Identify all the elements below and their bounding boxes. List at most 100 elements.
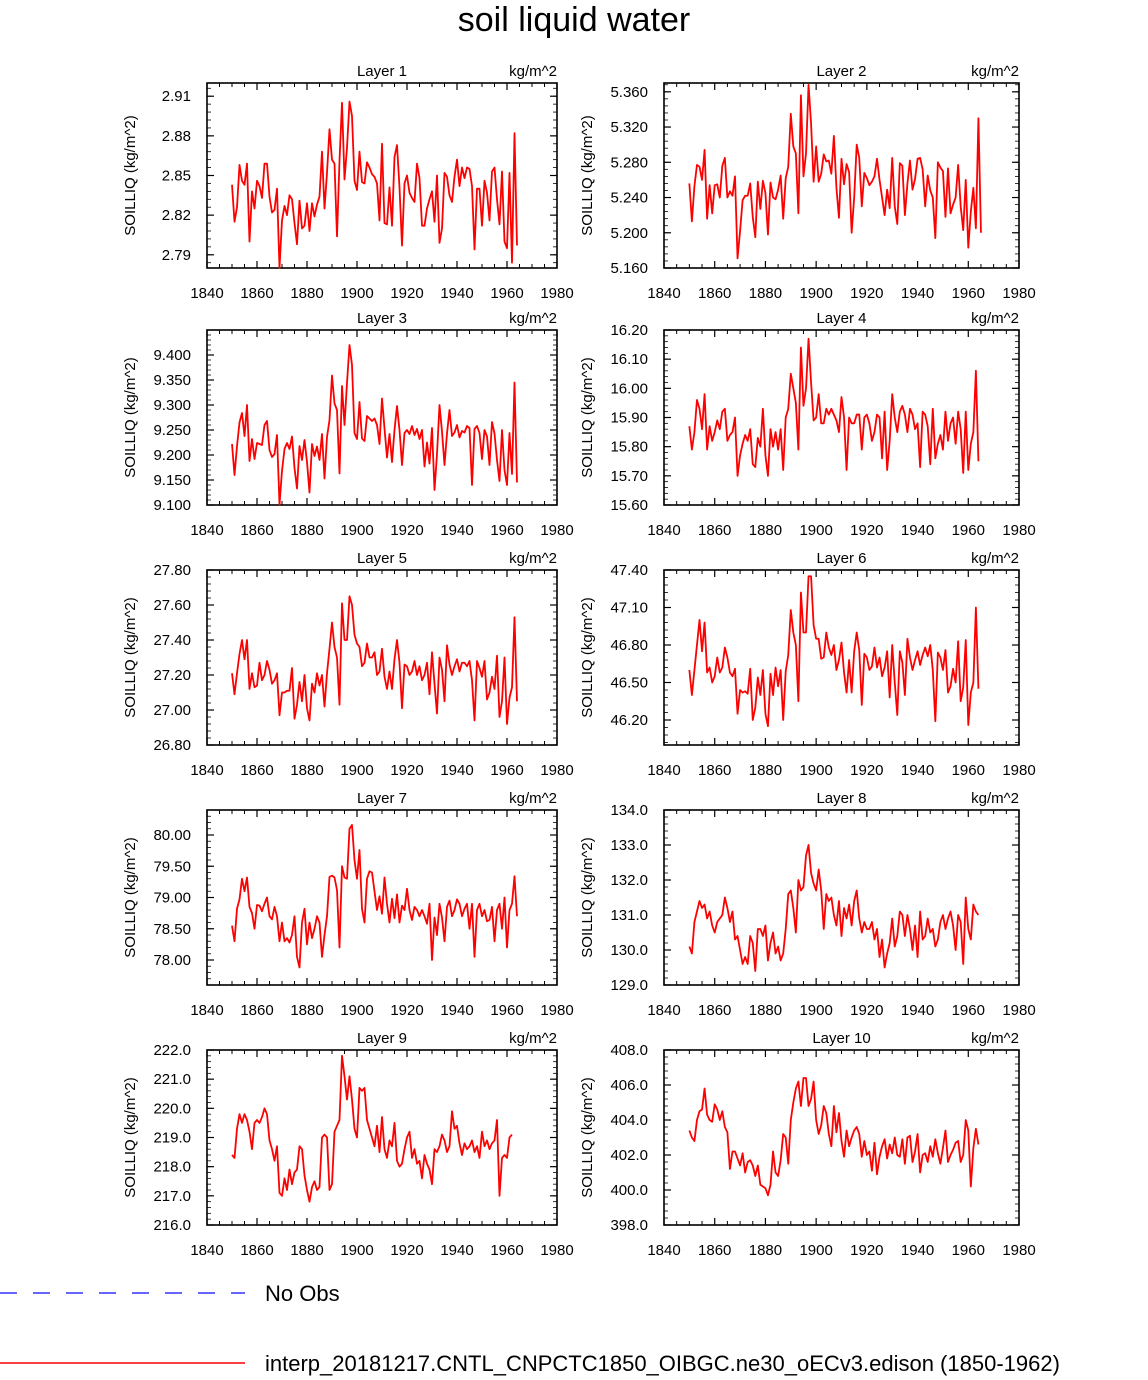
- legend-line-obs: [0, 1292, 245, 1294]
- panel-1-series-line: [231, 100, 518, 269]
- panel-8-xtick-label: 1880: [749, 1002, 782, 1019]
- panel-3-ytick-label: 9.200: [153, 447, 191, 464]
- panel-10-units: kg/m^2: [971, 1030, 1019, 1047]
- panel-4-xtick-label: 1940: [901, 522, 934, 539]
- panel-10-ytick-label: 398.0: [610, 1217, 648, 1234]
- panel-4-ytick-label: 16.00: [610, 380, 648, 397]
- panel-9-xtick-label: 1920: [390, 1242, 423, 1259]
- panel-2-ytick-label: 5.280: [610, 154, 648, 171]
- panel-8-ytick-label: 134.0: [610, 802, 648, 819]
- panel-8-xtick-label: 1980: [1002, 1002, 1035, 1019]
- panel-9-xtick-label: 1940: [440, 1242, 473, 1259]
- panel-5-xtick-label: 1920: [390, 762, 423, 779]
- panel-4-xtick-label: 1900: [799, 522, 832, 539]
- panel-9-xtick-label: 1980: [540, 1242, 573, 1259]
- panel-5-xtick-label: 1980: [540, 762, 573, 779]
- panel-7-xtick-label: 1900: [340, 1002, 373, 1019]
- panel-9-xtick-label: 1900: [340, 1242, 373, 1259]
- panel-7-xtick-label: 1860: [240, 1002, 273, 1019]
- panel-3-ytick-label: 9.400: [153, 347, 191, 364]
- panel-2-xtick-label: 1980: [1002, 285, 1035, 302]
- panel-10-ytick-label: 402.0: [610, 1147, 648, 1164]
- legend-item-obs: No Obs: [0, 1280, 400, 1310]
- panel-7-ytick-label: 79.00: [153, 890, 191, 907]
- panel-4-ytick-label: 15.90: [610, 410, 648, 427]
- panel-1-xtick-label: 1900: [340, 285, 373, 302]
- panel-8-xtick-label: 1840: [647, 1002, 680, 1019]
- panel-2-ytick-label: 5.240: [610, 190, 648, 207]
- panel-3-xtick-label: 1840: [190, 522, 223, 539]
- panel-8-ytick-label: 131.0: [610, 907, 648, 924]
- panel-10-ylabel: SOILLIQ (kg/m^2): [579, 1077, 596, 1197]
- panel-3-units: kg/m^2: [509, 310, 557, 327]
- panel-3-frame: [206, 329, 558, 506]
- panel-3-xtick-label: 1880: [290, 522, 323, 539]
- panel-9-series-line: [231, 1054, 513, 1203]
- panel-7-ytick-label: 78.00: [153, 952, 191, 969]
- panel-4-series-line: [688, 337, 980, 477]
- panel-6-xtick-label: 1900: [799, 762, 832, 779]
- panel-3-ylabel: SOILLIQ (kg/m^2): [122, 357, 139, 477]
- panel-8-ylabel: SOILLIQ (kg/m^2): [579, 837, 596, 957]
- panel-2-xtick-label: 1840: [647, 285, 680, 302]
- panel-6-ylabel: SOILLIQ (kg/m^2): [579, 597, 596, 717]
- panel-8-xtick-label: 1920: [850, 1002, 883, 1019]
- panel-4-title: Layer 4: [816, 310, 866, 327]
- panel-10-title: Layer 10: [812, 1030, 870, 1047]
- panel-9-ytick-label: 218.0: [153, 1159, 191, 1176]
- panel-3-ytick-label: 9.150: [153, 472, 191, 489]
- panel-2-xtick-label: 1920: [850, 285, 883, 302]
- panel-10-xtick-label: 1900: [799, 1242, 832, 1259]
- panel-9-ytick-label: 217.0: [153, 1188, 191, 1205]
- panel-5-units: kg/m^2: [509, 550, 557, 567]
- panel-9-xtick-label: 1860: [240, 1242, 273, 1259]
- panel-4-xtick-label: 1920: [850, 522, 883, 539]
- panel-7-ytick-label: 80.00: [153, 827, 191, 844]
- panel-1-xtick-label: 1960: [490, 285, 523, 302]
- panel-3-xtick-label: 1940: [440, 522, 473, 539]
- panel-8-xtick-label: 1940: [901, 1002, 934, 1019]
- panel-7-xtick-label: 1940: [440, 1002, 473, 1019]
- panel-3-ytick-label: 9.250: [153, 422, 191, 439]
- panel-3-xtick-label: 1980: [540, 522, 573, 539]
- panel-4-xtick-label: 1880: [749, 522, 782, 539]
- panel-4-ytick-label: 16.10: [610, 351, 648, 368]
- panel-6-xtick-label: 1860: [698, 762, 731, 779]
- panel-5-ytick-label: 27.60: [153, 597, 191, 614]
- panel-3-xtick-label: 1900: [340, 522, 373, 539]
- legend-line-model: [0, 1362, 245, 1364]
- panel-7-ytick-label: 78.50: [153, 921, 191, 938]
- panel-7-xtick-label: 1960: [490, 1002, 523, 1019]
- panel-3-xtick-label: 1960: [490, 522, 523, 539]
- panel-6-ytick-label: 46.20: [610, 712, 648, 729]
- panel-7-xtick-label: 1920: [390, 1002, 423, 1019]
- panel-9-frame: [206, 1049, 558, 1226]
- panel-6-xtick-label: 1880: [749, 762, 782, 779]
- panel-4-xtick-label: 1980: [1002, 522, 1035, 539]
- panel-7-units: kg/m^2: [509, 790, 557, 807]
- panel-2-title: Layer 2: [816, 63, 866, 80]
- panel-5-ylabel: SOILLIQ (kg/m^2): [122, 597, 139, 717]
- panel-3-series-line: [231, 344, 518, 506]
- panel-10-xtick-label: 1860: [698, 1242, 731, 1259]
- panel-6-ytick-label: 47.40: [610, 562, 648, 579]
- legend-item-model: interp_20181217.CNTL_CNPCTC1850_OIBGC.ne…: [0, 1350, 1148, 1380]
- panel-9-ytick-label: 219.0: [153, 1130, 191, 1147]
- panel-7-xtick-label: 1840: [190, 1002, 223, 1019]
- panel-1-xtick-label: 1860: [240, 285, 273, 302]
- panel-9-xtick-label: 1880: [290, 1242, 323, 1259]
- panel-4-ytick-label: 15.80: [610, 439, 648, 456]
- panel-5-xtick-label: 1940: [440, 762, 473, 779]
- panel-1-xtick-label: 1920: [390, 285, 423, 302]
- legend-label-obs: No Obs: [265, 1281, 340, 1306]
- panel-9-ytick-label: 220.0: [153, 1100, 191, 1117]
- panel-6-xtick-label: 1960: [952, 762, 985, 779]
- panel-6-ytick-label: 47.10: [610, 600, 648, 617]
- panel-7-xtick-label: 1880: [290, 1002, 323, 1019]
- panel-2-ytick-label: 5.200: [610, 225, 648, 242]
- panel-6-series-line: [688, 575, 980, 728]
- panel-1-xtick-label: 1940: [440, 285, 473, 302]
- panel-4-units: kg/m^2: [971, 310, 1019, 327]
- panel-3-ytick-label: 9.100: [153, 497, 191, 514]
